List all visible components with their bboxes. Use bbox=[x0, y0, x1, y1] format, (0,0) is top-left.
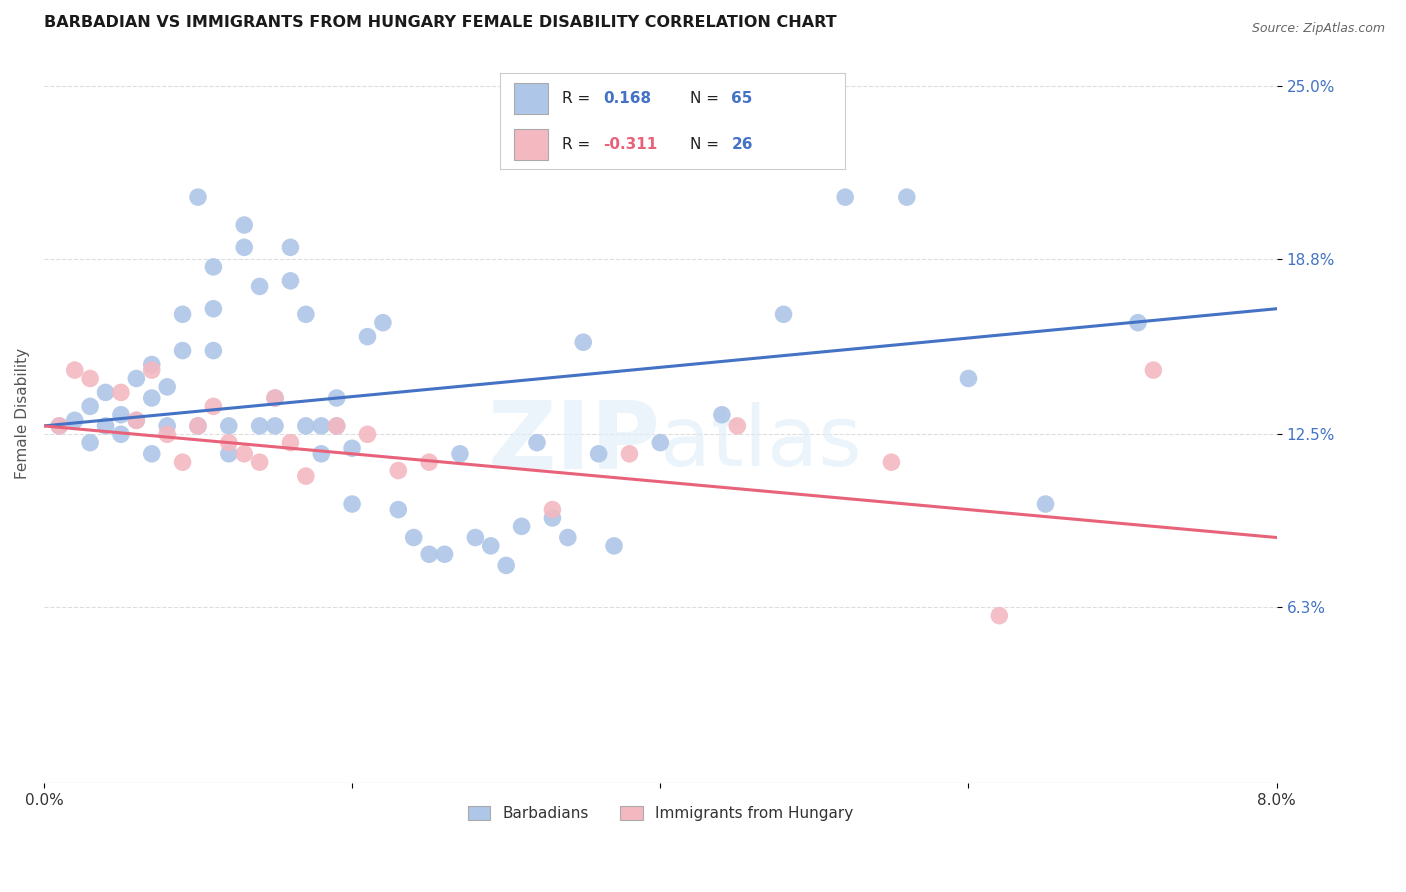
Point bbox=[202, 260, 225, 274]
Point bbox=[402, 531, 425, 545]
Point bbox=[172, 343, 194, 358]
Point bbox=[264, 391, 287, 405]
Point bbox=[309, 447, 332, 461]
Point bbox=[218, 418, 240, 433]
Point bbox=[110, 408, 132, 422]
Point bbox=[233, 218, 256, 232]
Point bbox=[710, 408, 733, 422]
Point bbox=[63, 363, 86, 377]
Point bbox=[356, 427, 378, 442]
Point bbox=[156, 418, 179, 433]
Point bbox=[325, 418, 347, 433]
Point bbox=[249, 279, 271, 293]
Point bbox=[141, 358, 163, 372]
Point bbox=[63, 413, 86, 427]
Point bbox=[172, 307, 194, 321]
Point bbox=[340, 497, 363, 511]
Point bbox=[94, 418, 117, 433]
Point bbox=[79, 371, 101, 385]
Point bbox=[264, 418, 287, 433]
Point bbox=[834, 190, 856, 204]
Point bbox=[141, 363, 163, 377]
Point bbox=[464, 531, 486, 545]
Point bbox=[541, 502, 564, 516]
Point bbox=[725, 418, 748, 433]
Point bbox=[526, 435, 548, 450]
Y-axis label: Female Disability: Female Disability bbox=[15, 348, 30, 479]
Point bbox=[957, 371, 980, 385]
Point bbox=[449, 447, 471, 461]
Point bbox=[156, 427, 179, 442]
Point bbox=[295, 469, 318, 483]
Point bbox=[94, 385, 117, 400]
Point bbox=[249, 455, 271, 469]
Point bbox=[418, 547, 440, 561]
Point bbox=[880, 455, 903, 469]
Text: BARBADIAN VS IMMIGRANTS FROM HUNGARY FEMALE DISABILITY CORRELATION CHART: BARBADIAN VS IMMIGRANTS FROM HUNGARY FEM… bbox=[44, 15, 837, 30]
Point bbox=[588, 447, 610, 461]
Point bbox=[988, 608, 1011, 623]
Point bbox=[325, 391, 347, 405]
Point bbox=[110, 385, 132, 400]
Point bbox=[309, 418, 332, 433]
Point bbox=[141, 391, 163, 405]
Point bbox=[187, 418, 209, 433]
Point bbox=[156, 380, 179, 394]
Point bbox=[172, 455, 194, 469]
Point bbox=[603, 539, 626, 553]
Point bbox=[79, 400, 101, 414]
Point bbox=[79, 435, 101, 450]
Point bbox=[1142, 363, 1164, 377]
Point bbox=[340, 441, 363, 455]
Point bbox=[233, 240, 256, 254]
Point bbox=[218, 435, 240, 450]
Point bbox=[387, 502, 409, 516]
Point bbox=[218, 447, 240, 461]
Point bbox=[125, 413, 148, 427]
Point bbox=[202, 301, 225, 316]
Point bbox=[187, 418, 209, 433]
Point bbox=[202, 343, 225, 358]
Point bbox=[233, 447, 256, 461]
Point bbox=[479, 539, 502, 553]
Point bbox=[249, 418, 271, 433]
Point bbox=[280, 274, 302, 288]
Legend: Barbadians, Immigrants from Hungary: Barbadians, Immigrants from Hungary bbox=[461, 800, 859, 827]
Text: Source: ZipAtlas.com: Source: ZipAtlas.com bbox=[1251, 22, 1385, 36]
Point bbox=[280, 435, 302, 450]
Point bbox=[510, 519, 533, 533]
Point bbox=[896, 190, 918, 204]
Point bbox=[772, 307, 794, 321]
Point bbox=[141, 447, 163, 461]
Point bbox=[325, 418, 347, 433]
Point bbox=[557, 531, 579, 545]
Point bbox=[48, 418, 70, 433]
Point bbox=[371, 316, 394, 330]
Point bbox=[295, 418, 318, 433]
Point bbox=[280, 240, 302, 254]
Point bbox=[1035, 497, 1057, 511]
Point bbox=[387, 464, 409, 478]
Point bbox=[264, 391, 287, 405]
Point bbox=[541, 511, 564, 525]
Point bbox=[418, 455, 440, 469]
Text: ZIP: ZIP bbox=[488, 397, 661, 489]
Point bbox=[295, 307, 318, 321]
Point bbox=[356, 329, 378, 343]
Point bbox=[187, 190, 209, 204]
Text: atlas: atlas bbox=[661, 402, 862, 483]
Point bbox=[1126, 316, 1149, 330]
Point bbox=[433, 547, 456, 561]
Point bbox=[202, 400, 225, 414]
Point bbox=[619, 447, 641, 461]
Point bbox=[125, 413, 148, 427]
Point bbox=[650, 435, 672, 450]
Point bbox=[110, 427, 132, 442]
Point bbox=[48, 418, 70, 433]
Point bbox=[572, 335, 595, 350]
Point bbox=[125, 371, 148, 385]
Point bbox=[495, 558, 517, 573]
